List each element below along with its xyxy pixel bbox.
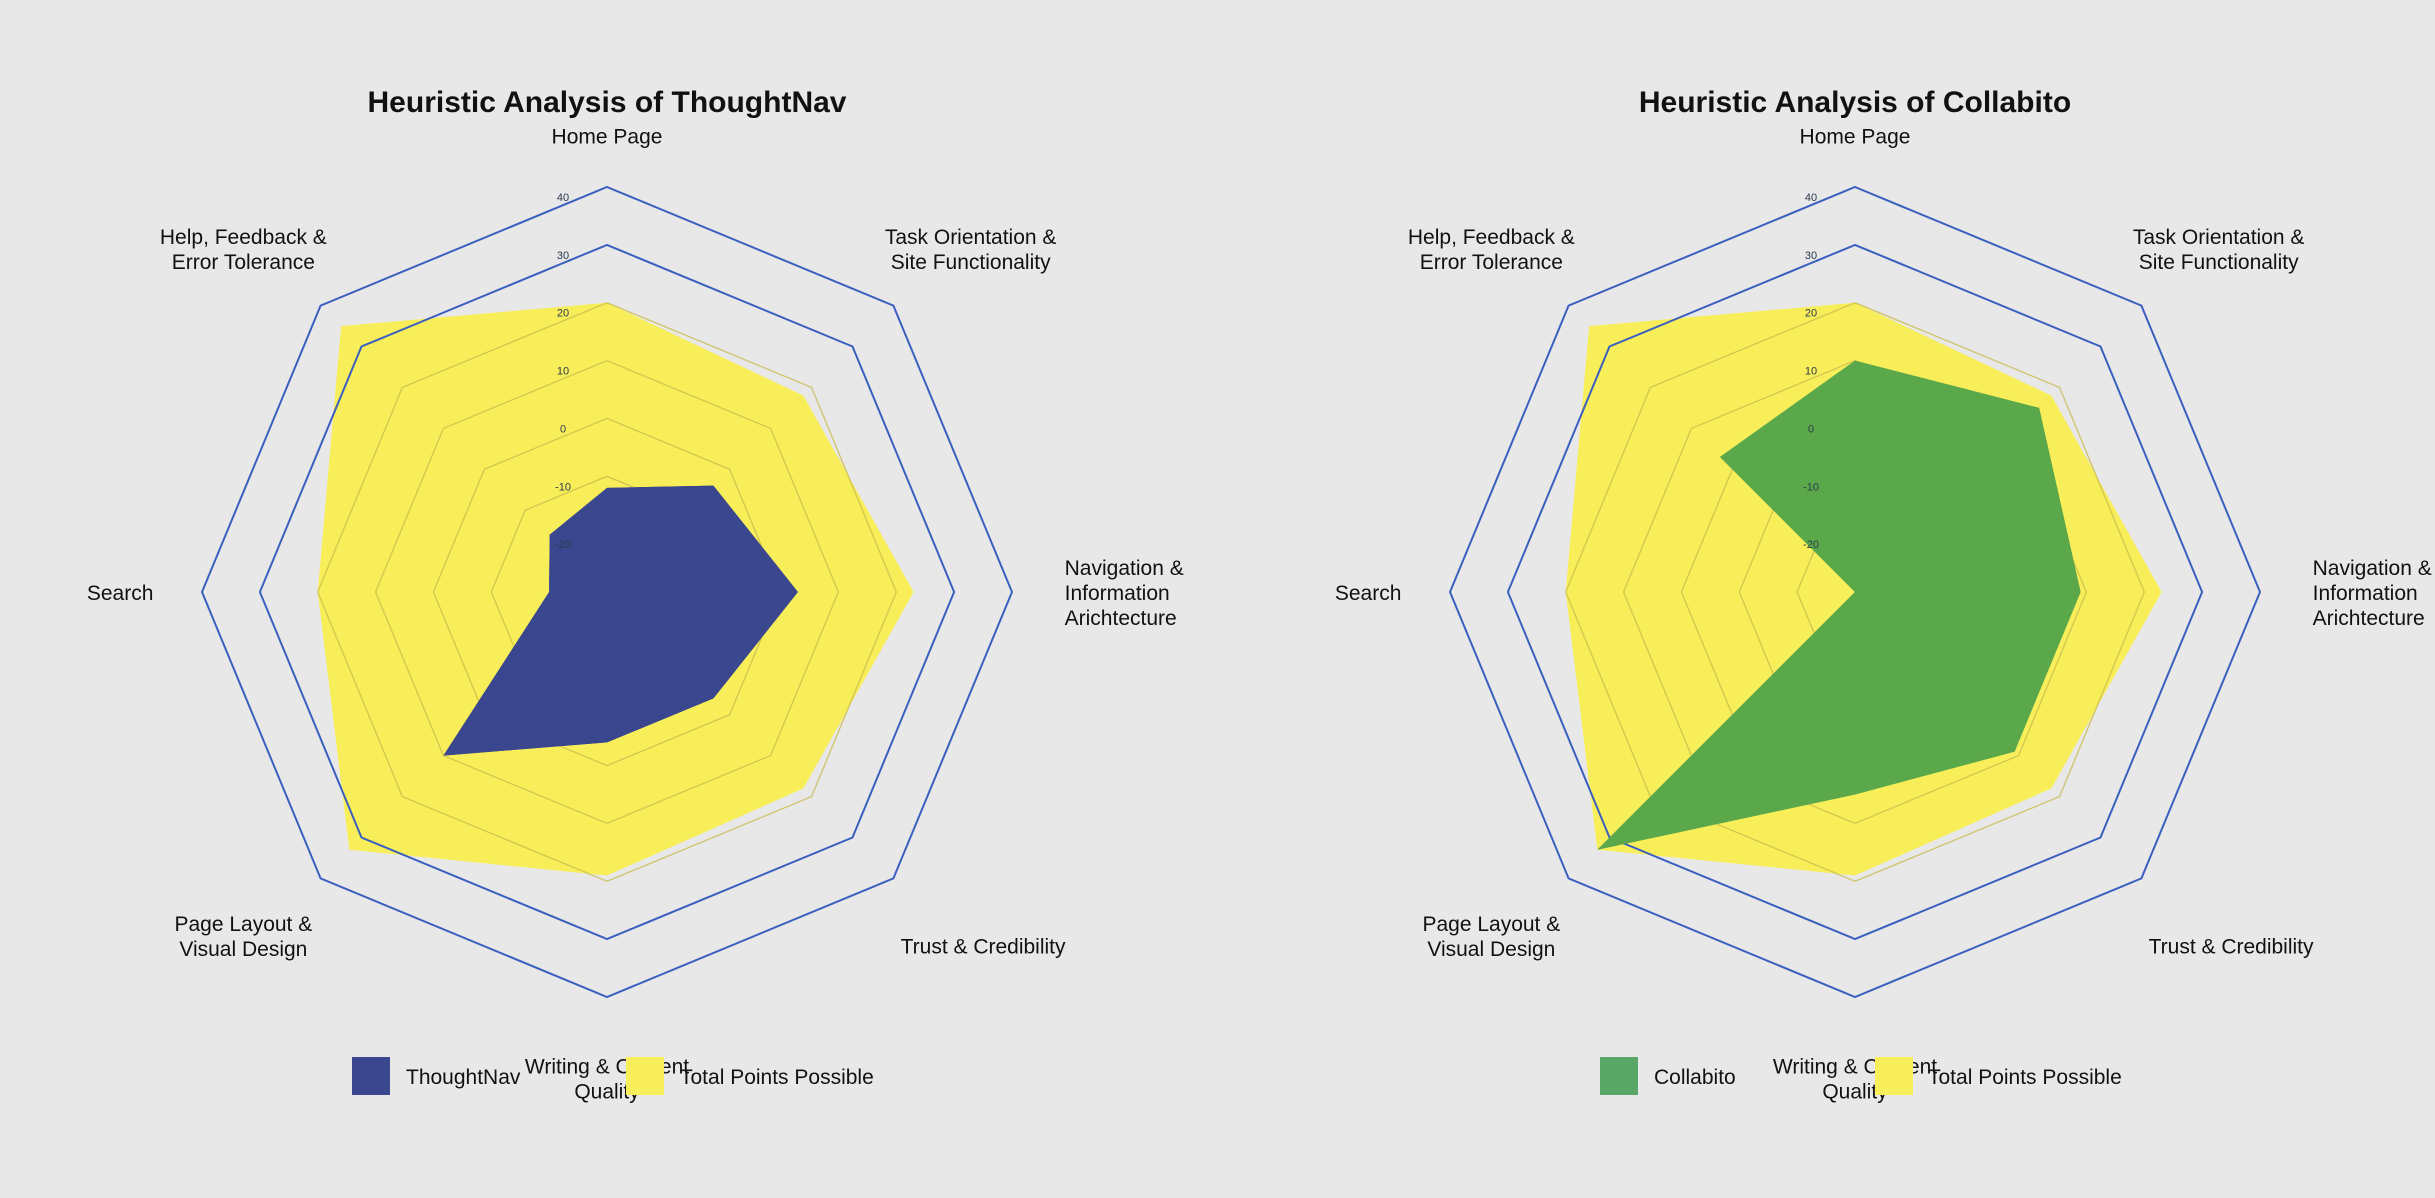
radar-chart-thoughtnav: Heuristic Analysis of ThoughtNav 40 30 20 10…: [87, 86, 1184, 1103]
category-label: Help, Feedback & Error Tolerance: [160, 226, 327, 274]
category-label: Task Orientation & Site Functionality: [885, 226, 1057, 274]
legend-swatch: [352, 1057, 390, 1095]
category-label: Search: [87, 582, 154, 605]
category-label: Home Page: [1800, 125, 1911, 148]
tick-label: -10: [555, 481, 571, 493]
legend-label: ThoughtNav: [406, 1066, 521, 1089]
tick-label: 40: [1805, 192, 1817, 204]
legend-swatch: [626, 1057, 664, 1095]
legend-swatch: [1600, 1057, 1638, 1095]
legend-label: Total Points Possible: [680, 1066, 874, 1089]
legend-swatch: [1875, 1057, 1913, 1095]
tick-label: 30: [1805, 250, 1817, 262]
category-label: Search: [1335, 582, 1402, 605]
tick-label: -20: [555, 539, 571, 551]
chart-title: Heuristic Analysis of ThoughtNav: [368, 86, 847, 119]
category-label: Page Layout & Visual Design: [174, 913, 312, 961]
category-label: Trust & Credibility: [901, 936, 1066, 959]
tick-label: 40: [557, 192, 569, 204]
radar-chart-collabito: Heuristic Analysis of Collabito 40 30 20 10 0…: [1335, 86, 2432, 1103]
grid-ring: [316, 301, 898, 883]
grid-ring: [1506, 243, 2204, 941]
tick-label: -10: [1803, 481, 1819, 493]
tick-label: -20: [1803, 539, 1819, 551]
tick-label: 10: [1805, 366, 1817, 378]
category-label: Page Layout & Visual Design: [1422, 913, 1560, 961]
tick-label: 30: [557, 250, 569, 262]
tick-label: 20: [1805, 308, 1817, 320]
tick-label: 20: [557, 308, 569, 320]
category-label: Navigation & Information Arichtecture: [1065, 557, 1184, 630]
legend-label: Collabito: [1654, 1066, 1736, 1089]
chart-title: Heuristic Analysis of Collabito: [1639, 86, 2071, 119]
grid-ring: [200, 185, 1014, 999]
category-label: Help, Feedback & Error Tolerance: [1408, 226, 1575, 274]
series-area-collabito-top: [1597, 360, 2081, 850]
grid-ring: [1564, 301, 2146, 883]
grid-ring: [374, 359, 840, 825]
category-label: Trust & Credibility: [2149, 936, 2314, 959]
grid-ring: [1448, 185, 2262, 999]
tick-label: 0: [560, 423, 566, 435]
category-label: Navigation & Information Arichtecture: [2313, 557, 2432, 630]
tick-label: 10: [557, 366, 569, 378]
tick-label: 0: [1808, 423, 1814, 435]
category-label: Writing & Content Quality: [525, 1055, 689, 1103]
legend-label: Total Points Possible: [1928, 1066, 2122, 1089]
category-label: Task Orientation & Site Functionality: [2133, 226, 2305, 274]
category-label: Home Page: [552, 125, 663, 148]
series-area-thoughtnav-top: [443, 485, 798, 756]
grid-ring: [258, 243, 956, 941]
grid-ring: [432, 417, 782, 767]
